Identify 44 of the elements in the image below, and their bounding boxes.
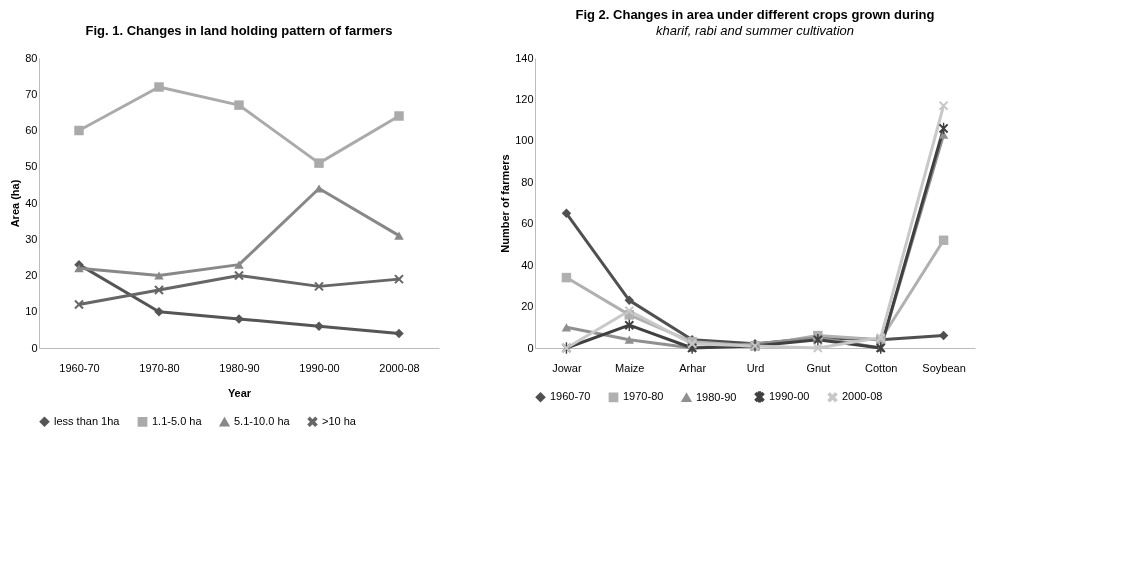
y-tick-label: 0 — [31, 341, 38, 354]
legend-label: 1970-80 — [623, 390, 664, 403]
y-tick-label: 40 — [521, 258, 534, 271]
y-tick-label: 140 — [515, 51, 534, 64]
y-tick-label: 20 — [521, 300, 534, 313]
chart-title: Fig. 1. Changes in land holding pattern of farmers — [85, 23, 393, 38]
x-tick-label: 1980-90 — [219, 361, 260, 374]
y-tick-label: 60 — [25, 124, 38, 136]
y-axis-title: Area (ha) — [9, 179, 22, 228]
legend-label: 1960-70 — [550, 390, 591, 403]
chart-subtitle: kharif, rabi and summer cultivation — [656, 23, 854, 38]
y-tick-label: 120 — [515, 92, 534, 105]
x-axis-title: Year — [227, 386, 252, 399]
y-tick-label: 0 — [527, 341, 534, 354]
y-axis-title: Number of farmers — [499, 154, 512, 253]
legend-label: less than 1ha — [54, 414, 121, 427]
legend-label: 1.1-5.0 ha — [152, 414, 203, 427]
x-tick-label: Jowar — [552, 361, 582, 374]
y-tick-label: 40 — [25, 196, 38, 209]
x-tick-label: Maize — [615, 361, 645, 374]
chart-title: Fig 2. Changes in area under different crops grown during — [575, 7, 935, 22]
y-tick-label: 80 — [25, 51, 38, 64]
legend-label: 1990-00 — [769, 389, 810, 402]
y-tick-label: 100 — [515, 134, 534, 147]
y-tick-label: 30 — [25, 232, 38, 245]
x-tick-label: 1990-00 — [299, 361, 340, 374]
x-tick-label: 1960-70 — [59, 361, 100, 374]
legend-label: >10 ha — [322, 414, 357, 427]
x-tick-label: 1970-80 — [139, 361, 180, 374]
y-tick-label: 50 — [25, 160, 38, 173]
y-tick-label: 20 — [25, 269, 38, 281]
y-tick-label: 10 — [25, 305, 38, 318]
x-tick-label: 2000-08 — [379, 361, 420, 374]
x-tick-label: Soybean — [922, 361, 966, 374]
x-tick-label: Gnut — [806, 361, 831, 374]
y-tick-label: 60 — [521, 217, 534, 230]
legend-label: 1980-90 — [696, 390, 737, 403]
x-tick-label: Cotton — [865, 361, 898, 374]
x-tick-label: Urd — [746, 361, 765, 374]
legend-label: 2000-08 — [842, 390, 883, 403]
y-tick-label: 70 — [25, 87, 38, 100]
x-tick-label: Arhar — [679, 361, 707, 374]
y-tick-label: 80 — [521, 175, 534, 188]
legend-label: 5.1-10.0 ha — [234, 415, 291, 428]
